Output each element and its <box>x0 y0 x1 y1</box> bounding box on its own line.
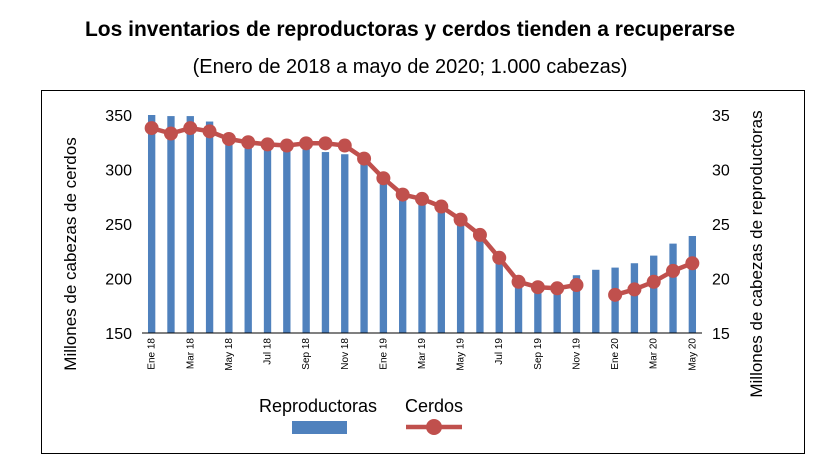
bar-reproductoras <box>147 115 156 333</box>
chart-title: Los inventarios de reproductoras y cerdo… <box>84 18 736 41</box>
bar-reproductoras <box>283 143 291 333</box>
x-tick-label: Sep 18 <box>301 338 312 370</box>
bar-reproductoras <box>688 235 697 333</box>
legend-label-reproductoras: Reproductoras <box>259 396 377 416</box>
chart-frame <box>41 90 805 454</box>
y-left-tick-label: 300 <box>105 163 132 180</box>
marker-cerdos <box>415 191 429 206</box>
x-tick-label: May 20 <box>687 338 698 371</box>
bar-reproductoras <box>341 154 349 333</box>
bar-reproductoras <box>302 143 310 333</box>
marker-cerdos <box>453 212 468 227</box>
bar-reproductoras <box>360 159 368 333</box>
marker-cerdos <box>530 280 545 295</box>
marker-cerdos <box>337 138 352 153</box>
bar-reproductoras <box>476 240 484 333</box>
x-tick-label: Mar 18 <box>185 338 196 370</box>
marker-cerdos <box>646 274 661 289</box>
line-markers <box>144 121 700 302</box>
y-right-tick-label: 25 <box>712 217 730 234</box>
marker-cerdos <box>357 151 372 166</box>
bar-reproductoras <box>553 286 561 333</box>
x-tick-label: Ene 20 <box>610 338 621 370</box>
bar-reproductoras <box>437 208 445 333</box>
x-axis-ticks: Ene 18 Mar 18 May 18 Jul 18 Sep 18 Nov 18 Ene … <box>147 338 699 371</box>
x-tick-label: May 18 <box>224 338 235 371</box>
bar-reproductoras <box>418 200 426 333</box>
y-left-tick-label: 250 <box>105 217 132 234</box>
bar-reproductoras <box>186 116 194 333</box>
bar-reproductoras <box>244 138 252 333</box>
x-tick-label: Mar 19 <box>417 338 428 370</box>
bar-reproductoras <box>534 288 542 333</box>
marker-cerdos <box>434 199 449 214</box>
marker-cerdos <box>492 250 507 265</box>
bar-reproductoras <box>379 180 388 333</box>
x-tick-label: Nov 18 <box>340 338 351 370</box>
right-axis-ticks: 15 20 25 30 35 <box>712 108 730 343</box>
legend-swatch-reproductoras <box>292 421 347 434</box>
legend: Reproductoras Cerdos <box>259 396 463 435</box>
marker-cerdos <box>241 135 256 150</box>
y-axis-left-title: Millones de cabezas de cerdos <box>61 137 80 370</box>
x-tick-label: May 19 <box>456 338 467 371</box>
bar-reproductoras <box>205 121 214 333</box>
marker-cerdos <box>163 126 178 141</box>
x-tick-label: Ene 18 <box>147 338 158 370</box>
y-axis-right-title: Millones de cabezas de reproductoras <box>747 110 766 397</box>
x-tick-label: Jul 18 <box>263 338 274 365</box>
marker-cerdos <box>472 227 487 242</box>
marker-cerdos <box>260 137 275 152</box>
x-tick-label: Mar 20 <box>649 338 660 370</box>
y-right-tick-label: 35 <box>712 108 730 125</box>
marker-cerdos <box>395 187 410 202</box>
bar-reproductoras <box>630 263 639 333</box>
bar-reproductoras <box>572 275 581 333</box>
legend-marker-cerdos <box>426 419 442 435</box>
marker-cerdos <box>666 263 681 278</box>
bar-reproductoras <box>263 141 272 333</box>
bar-reproductoras <box>399 193 407 333</box>
x-tick-label: Jul 19 <box>494 338 505 365</box>
marker-cerdos <box>183 121 198 136</box>
marker-cerdos <box>202 124 217 139</box>
bar-reproductoras <box>669 243 677 333</box>
bar-reproductoras <box>514 280 523 333</box>
marker-cerdos <box>511 274 526 289</box>
x-tick-label: Sep 19 <box>533 338 544 370</box>
legend-label-cerdos: Cerdos <box>405 396 463 416</box>
y-left-tick-label: 150 <box>105 326 132 343</box>
y-left-tick-label: 200 <box>105 272 132 289</box>
x-tick-label: Ene 19 <box>378 338 389 370</box>
marker-cerdos <box>376 171 391 186</box>
bar-reproductoras <box>321 152 330 333</box>
bar-reproductoras <box>650 255 658 333</box>
marker-cerdos <box>144 121 159 136</box>
marker-cerdos <box>279 138 294 153</box>
bars <box>147 115 697 333</box>
y-left-tick-label: 350 <box>105 108 132 125</box>
bar-reproductoras <box>167 116 175 333</box>
bar-reproductoras <box>592 269 600 333</box>
bar-reproductoras <box>225 134 233 333</box>
marker-cerdos <box>608 287 623 302</box>
marker-cerdos <box>318 136 333 151</box>
marker-cerdos <box>627 282 642 297</box>
marker-cerdos <box>550 281 565 296</box>
y-right-tick-label: 15 <box>712 326 730 343</box>
y-right-tick-label: 20 <box>712 272 730 289</box>
marker-cerdos <box>299 136 314 151</box>
marker-cerdos <box>221 131 236 146</box>
bar-reproductoras <box>495 261 503 333</box>
x-tick-label: Nov 19 <box>571 338 582 370</box>
bar-reproductoras <box>456 224 465 333</box>
marker-cerdos <box>685 256 700 271</box>
chart-subtitle: (Enero de 2018 a mayo de 2020; 1.000 cab… <box>192 56 628 78</box>
left-axis-ticks: 150 200 250 300 350 <box>105 108 132 343</box>
marker-cerdos <box>569 278 584 293</box>
y-right-tick-label: 30 <box>712 163 730 180</box>
